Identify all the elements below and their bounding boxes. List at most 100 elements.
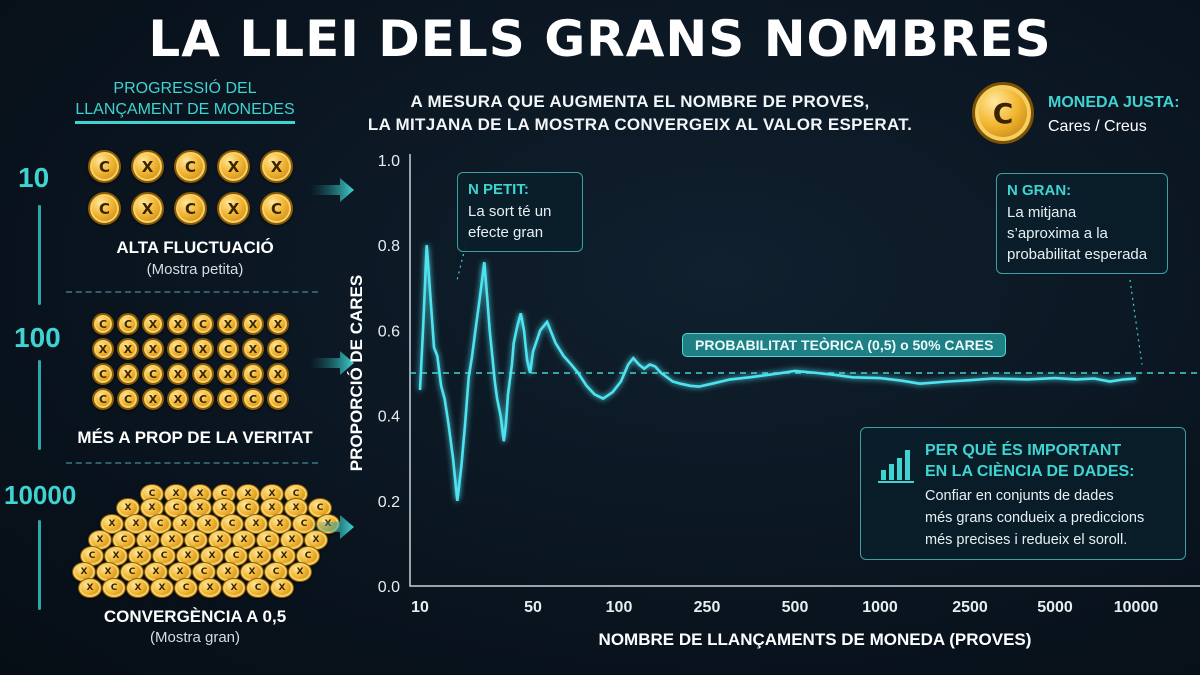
- series-line-heads-proportion: [418, 245, 1137, 501]
- fair-coin-value: Cares / Creus: [1048, 118, 1147, 135]
- stage-sub-large: (Mostra gran): [149, 629, 241, 646]
- coin-heads-icon: C: [192, 313, 214, 335]
- coin-symbol: C: [992, 96, 1014, 130]
- coin-heads-icon: C: [217, 388, 239, 410]
- coin-tails-icon: X: [78, 578, 102, 598]
- coin-heads-icon: C: [92, 388, 114, 410]
- coin-tails-icon: X: [136, 530, 160, 550]
- coin-tails-icon: X: [242, 338, 264, 360]
- callout-large-n: N GRAN: La mitjana s’aproxima a la proba…: [996, 173, 1168, 274]
- coin-tails-icon: X: [128, 546, 152, 566]
- coin-tails-icon: X: [126, 578, 150, 598]
- coin-heads-icon: C: [117, 388, 139, 410]
- coin-pile-large: CXXCXXCXXCXXCXXCXXCXXCXXCXXCXXCXXCXXCXXC…: [66, 476, 340, 606]
- x-tick-label: 2500: [952, 599, 988, 616]
- fair-coin-title: MONEDA JUSTA:: [1048, 94, 1180, 111]
- callout-small-line1: La sort té un: [468, 203, 552, 220]
- coin-heads-icon: C: [174, 192, 207, 225]
- coin-tails-icon: X: [217, 150, 250, 183]
- callout-large-title: N GRAN:: [1007, 182, 1072, 199]
- coin-tails-icon: X: [131, 192, 164, 225]
- stage-label-small: ALTA FLUCTUACIÓ: [116, 238, 274, 257]
- x-tick-label: 250: [694, 599, 721, 616]
- arrow-right-icon: [310, 178, 354, 202]
- stage-count-small: 10: [18, 162, 50, 193]
- timeline-bar-medium: [38, 360, 41, 450]
- callout-small-n: N PETIT: La sort té un efecte gran: [457, 172, 583, 252]
- coin-tails-icon: X: [267, 313, 289, 335]
- coin-tails-icon: X: [167, 388, 189, 410]
- divider: [66, 462, 318, 464]
- subtitle-line1: A MESURA QUE AUGMENTA EL NOMBRE DE PROVE…: [410, 92, 870, 111]
- why-important-box: PER QUÈ ÉS IMPORTANT EN LA CIÈNCIA DE DA…: [860, 427, 1186, 560]
- coin-tails-icon: X: [142, 313, 164, 335]
- coin-heads-icon: C: [267, 388, 289, 410]
- line-chart: 0.0 0.2 0.4 0.6 0.8 1.0 10 50 100 250 500 1000 2500 5…: [347, 153, 1200, 649]
- coin-heads-icon: C: [192, 388, 214, 410]
- subtitle-line2: LA MITJANA DE LA MOSTRA CONVERGEIX AL VA…: [367, 115, 913, 134]
- callout-large-line1: La mitjana: [1007, 204, 1077, 221]
- coin-heads-icon: C: [102, 578, 126, 598]
- why-text-line1: Confiar en conjunts de dades: [925, 488, 1114, 504]
- y-tick-label: 0.2: [378, 494, 400, 511]
- coin-heads-icon: C: [246, 578, 270, 598]
- stage-sub-small: (Mostra petita): [146, 261, 244, 278]
- x-tick-label: 500: [782, 599, 809, 616]
- coin-heads-icon: C: [174, 578, 198, 598]
- coin-tails-icon: X: [217, 192, 250, 225]
- coin-tails-icon: X: [117, 338, 139, 360]
- stage-label-medium: MÉS A PROP DE LA VERITAT: [77, 428, 313, 447]
- coin-heads-icon: C: [260, 192, 293, 225]
- coin-tails-icon: X: [267, 363, 289, 385]
- y-tick-label: 0.8: [378, 238, 400, 255]
- coin-tails-icon: X: [217, 363, 239, 385]
- callout-small-title: N PETIT:: [468, 181, 529, 198]
- coin-heads-icon: C: [88, 150, 121, 183]
- coin-heads-icon: C: [142, 363, 164, 385]
- coin-tails-icon: X: [150, 578, 174, 598]
- coin-tails-icon: X: [100, 514, 124, 534]
- x-tick-label: 100: [606, 599, 633, 616]
- x-tick-label: 50: [524, 599, 542, 616]
- coin-heads-icon: C: [117, 313, 139, 335]
- why-text: Confiar en conjunts de dades més grans c…: [925, 485, 1181, 551]
- y-axis-label: PROPORCIÓ DE CARES: [347, 275, 366, 471]
- coin-heads-icon: C: [296, 546, 320, 566]
- coin-tails-icon: X: [131, 150, 164, 183]
- coin-heads-icon: C: [92, 313, 114, 335]
- why-title-line1: PER QUÈ ÉS IMPORTANT: [925, 442, 1122, 459]
- coin-tails-icon: X: [142, 338, 164, 360]
- coin-tails-icon: X: [268, 514, 292, 534]
- coin-heads-icon: C: [148, 514, 172, 534]
- coin-tails-icon: X: [198, 578, 222, 598]
- coin-tails-icon: X: [196, 514, 220, 534]
- page-title: LA LLEI DELS GRANS NOMBRES: [148, 10, 1052, 68]
- coin-heads-icon: C: [256, 530, 280, 550]
- coin-tails-icon: X: [142, 388, 164, 410]
- coin-heads-icon: C: [92, 363, 114, 385]
- y-tick-label: 1.0: [378, 153, 400, 170]
- why-title-line2: EN LA CIÈNCIA DE DADES:: [925, 463, 1135, 480]
- coin-heads-icon: C: [242, 363, 264, 385]
- stage-count-large: 10000: [4, 480, 77, 510]
- timeline-bar-large: [38, 520, 41, 610]
- callout-large-line3: probabilitat esperada: [1007, 246, 1148, 263]
- callout-large-line2: s’aproxima a la: [1007, 225, 1108, 242]
- bar-chart-icon: [878, 450, 914, 483]
- stage-count-medium: 100: [14, 322, 61, 353]
- x-tick-label: 1000: [862, 599, 898, 616]
- coin-icon: C: [972, 82, 1034, 144]
- arrow-right-icon: [310, 515, 354, 539]
- coin-tails-icon: X: [104, 546, 128, 566]
- y-tick-label: 0.4: [378, 409, 400, 426]
- coin-tails-icon: X: [260, 150, 293, 183]
- coin-tails-icon: X: [222, 578, 246, 598]
- coin-heads-icon: C: [174, 150, 207, 183]
- coin-tails-icon: X: [260, 498, 284, 518]
- callout-small-line2: efecte gran: [468, 224, 544, 241]
